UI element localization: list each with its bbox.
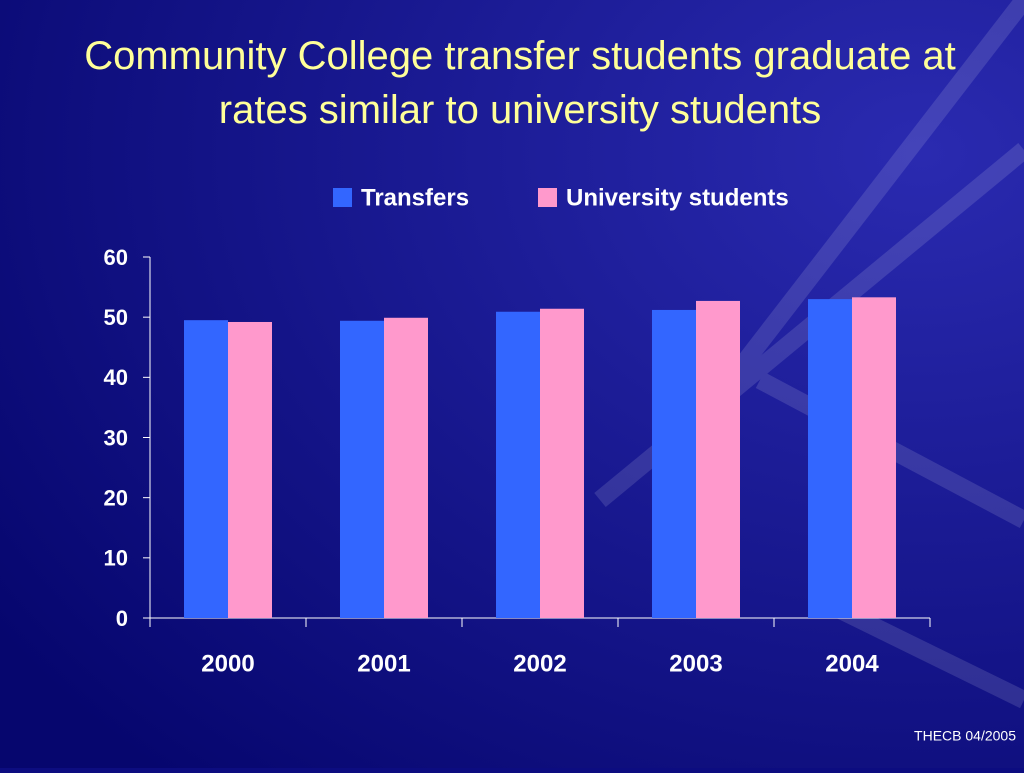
legend-label: Transfers bbox=[361, 184, 469, 211]
bar bbox=[652, 309, 696, 618]
legend-swatch bbox=[538, 188, 557, 207]
y-tick-label: 10 bbox=[104, 546, 128, 571]
x-tick-label: 2001 bbox=[357, 650, 410, 677]
bar bbox=[808, 299, 852, 618]
y-tick-label: 60 bbox=[104, 245, 128, 270]
y-tick-label: 40 bbox=[104, 365, 128, 390]
bar bbox=[384, 317, 428, 618]
bar bbox=[340, 320, 384, 618]
chart-title: Community College transfer students grad… bbox=[84, 34, 956, 132]
bar bbox=[496, 311, 540, 618]
y-tick-label: 0 bbox=[116, 606, 128, 631]
bar bbox=[540, 308, 584, 618]
x-tick-label: 2004 bbox=[825, 650, 879, 677]
x-tick-label: 2000 bbox=[201, 650, 254, 677]
legend-swatch bbox=[333, 188, 352, 207]
y-tick-label: 30 bbox=[104, 425, 128, 450]
x-tick-label: 2003 bbox=[669, 650, 722, 677]
bar bbox=[852, 297, 896, 618]
legend-label: University students bbox=[566, 184, 789, 211]
bar bbox=[184, 320, 228, 618]
x-tick-label: 2002 bbox=[513, 650, 566, 677]
y-tick-label: 20 bbox=[104, 485, 128, 510]
y-tick-label: 50 bbox=[104, 305, 128, 330]
footer: THECB 04/2005 bbox=[914, 728, 1016, 744]
bar bbox=[228, 321, 272, 618]
bar bbox=[696, 300, 740, 618]
